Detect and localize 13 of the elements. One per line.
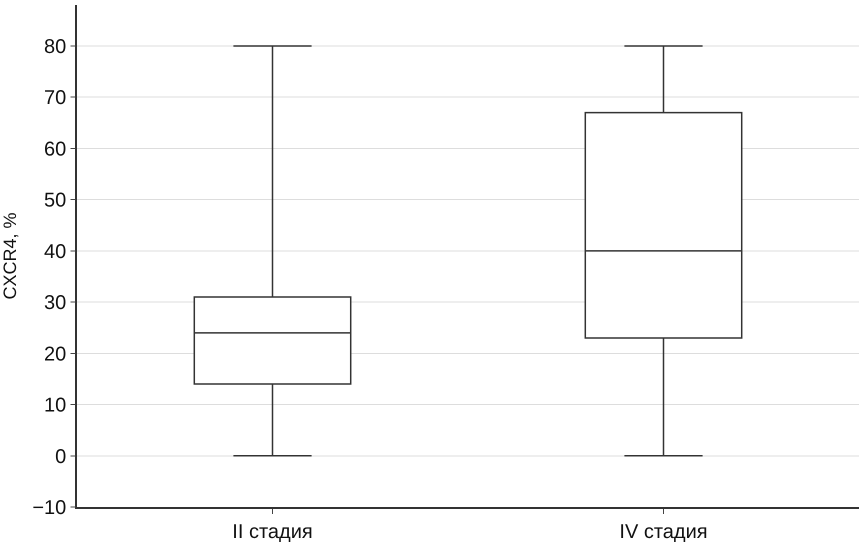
y-tick-label: −10 [32, 497, 66, 519]
y-axis-title: CXCR4, % [0, 212, 20, 300]
x-tick-label: IV стадия [619, 520, 708, 543]
y-tick-label: 60 [44, 138, 66, 160]
y-tick-label: 80 [44, 36, 66, 58]
y-tick-label: 10 [44, 394, 66, 417]
y-tick-label: 0 [55, 446, 66, 468]
y-tick-label: 50 [44, 190, 66, 212]
y-tick-label: 20 [44, 343, 66, 366]
y-tick-label: 40 [44, 240, 66, 263]
y-tick-label: 70 [44, 87, 66, 110]
y-tick-label: 30 [44, 292, 66, 314]
x-tick-label: II стадия [232, 520, 313, 543]
